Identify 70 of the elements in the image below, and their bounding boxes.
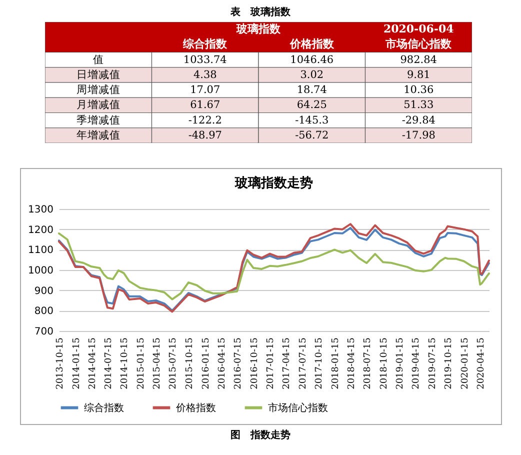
text: 2020-06-04 xyxy=(383,22,454,36)
y-tick-label: 1200 xyxy=(28,224,54,236)
text: 表 玻璃指数 xyxy=(230,5,292,19)
text: -48.97 xyxy=(188,129,222,142)
text: -29.84 xyxy=(402,114,436,126)
x-tick-label: 2015-10-15 xyxy=(184,337,195,390)
y-tick-label: 1000 xyxy=(28,266,54,276)
x-tick-label: 2020-04-15 xyxy=(476,337,487,390)
x-tick-label: 2017-01-15 xyxy=(266,337,276,390)
chart-title: 玻璃指数走势 xyxy=(234,175,313,191)
text: 18.74 xyxy=(296,84,327,96)
legend-label: 价格指数 xyxy=(175,402,216,414)
category-label: 日增减值 xyxy=(76,68,120,81)
line-series xyxy=(58,232,490,300)
category-label: 月增减值 xyxy=(76,99,120,112)
x-tick-label: 2014-07-15 xyxy=(104,337,114,390)
text: 51.33 xyxy=(404,99,434,112)
x-tick-label: 2018-01-15 xyxy=(330,337,341,390)
text: 图 指数走势 xyxy=(230,428,292,442)
x-tick-label: 2018-10-15 xyxy=(379,337,390,390)
text: 3.02 xyxy=(300,68,324,81)
x-tick-label: 2017-07-15 xyxy=(298,337,308,390)
x-tick-label: 2017-04-15 xyxy=(282,337,292,390)
category-label: 值 xyxy=(92,54,104,66)
category-label: 价格指数 xyxy=(288,38,335,51)
y-tick-label: 700 xyxy=(34,326,54,338)
x-tick-label: 2014-01-15 xyxy=(72,337,82,390)
category-label: 周增减值 xyxy=(76,84,120,96)
category-label: 市场信心指数 xyxy=(384,38,453,51)
x-tick-label: 2015-07-15 xyxy=(168,337,179,390)
x-tick-label: 2019-04-15 xyxy=(412,337,422,390)
x-tick-label: 2015-01-15 xyxy=(136,337,147,390)
text: -145.3 xyxy=(295,114,329,126)
text: 17.07 xyxy=(190,84,220,96)
x-tick-label: 2016-01-15 xyxy=(201,337,212,390)
category-label: 综合指数 xyxy=(182,38,228,51)
x-tick-label: 2018-04-15 xyxy=(346,337,357,390)
y-tick-label: 800 xyxy=(34,306,54,318)
y-tick-label: 1100 xyxy=(28,245,54,256)
x-tick-label: 2019-01-15 xyxy=(396,337,406,390)
legend-label: 综合指数 xyxy=(84,402,124,414)
y-tick-label: 1300 xyxy=(28,204,54,216)
category-label: 季增减值 xyxy=(76,114,120,126)
category-label: 年增减值 xyxy=(76,129,120,142)
text: 61.67 xyxy=(190,99,220,112)
text: -122.2 xyxy=(188,114,222,126)
x-tick-label: 2019-07-15 xyxy=(428,337,438,390)
text: 64.25 xyxy=(296,99,327,112)
x-tick-label: 2018-07-15 xyxy=(363,337,374,390)
text: -56.72 xyxy=(295,129,329,142)
text: 4.38 xyxy=(193,68,217,81)
text: 1033.74 xyxy=(183,54,227,66)
legend-label: 市场信心指数 xyxy=(268,402,328,414)
text: 1046.46 xyxy=(290,54,334,66)
y-tick-label: 900 xyxy=(34,286,54,297)
x-tick-label: 2013-10-15 xyxy=(56,337,66,390)
text: 9.81 xyxy=(406,68,430,81)
x-tick-label: 2017-10-15 xyxy=(314,337,325,390)
x-tick-label: 2016-07-15 xyxy=(234,337,244,390)
text: 10.36 xyxy=(404,84,434,96)
x-tick-label: 2014-10-15 xyxy=(120,337,130,390)
x-tick-label: 2019-10-15 xyxy=(444,337,454,390)
text: 982.84 xyxy=(400,54,437,66)
x-tick-label: 2016-10-15 xyxy=(250,337,260,390)
x-tick-label: 2014-04-15 xyxy=(88,337,98,390)
text: -17.98 xyxy=(402,129,436,142)
x-tick-label: 2020-01-15 xyxy=(460,337,470,390)
text: 玻璃指数 xyxy=(236,22,282,36)
x-tick-label: 2015-04-15 xyxy=(152,337,163,390)
x-tick-label: 2016-04-15 xyxy=(217,337,228,390)
